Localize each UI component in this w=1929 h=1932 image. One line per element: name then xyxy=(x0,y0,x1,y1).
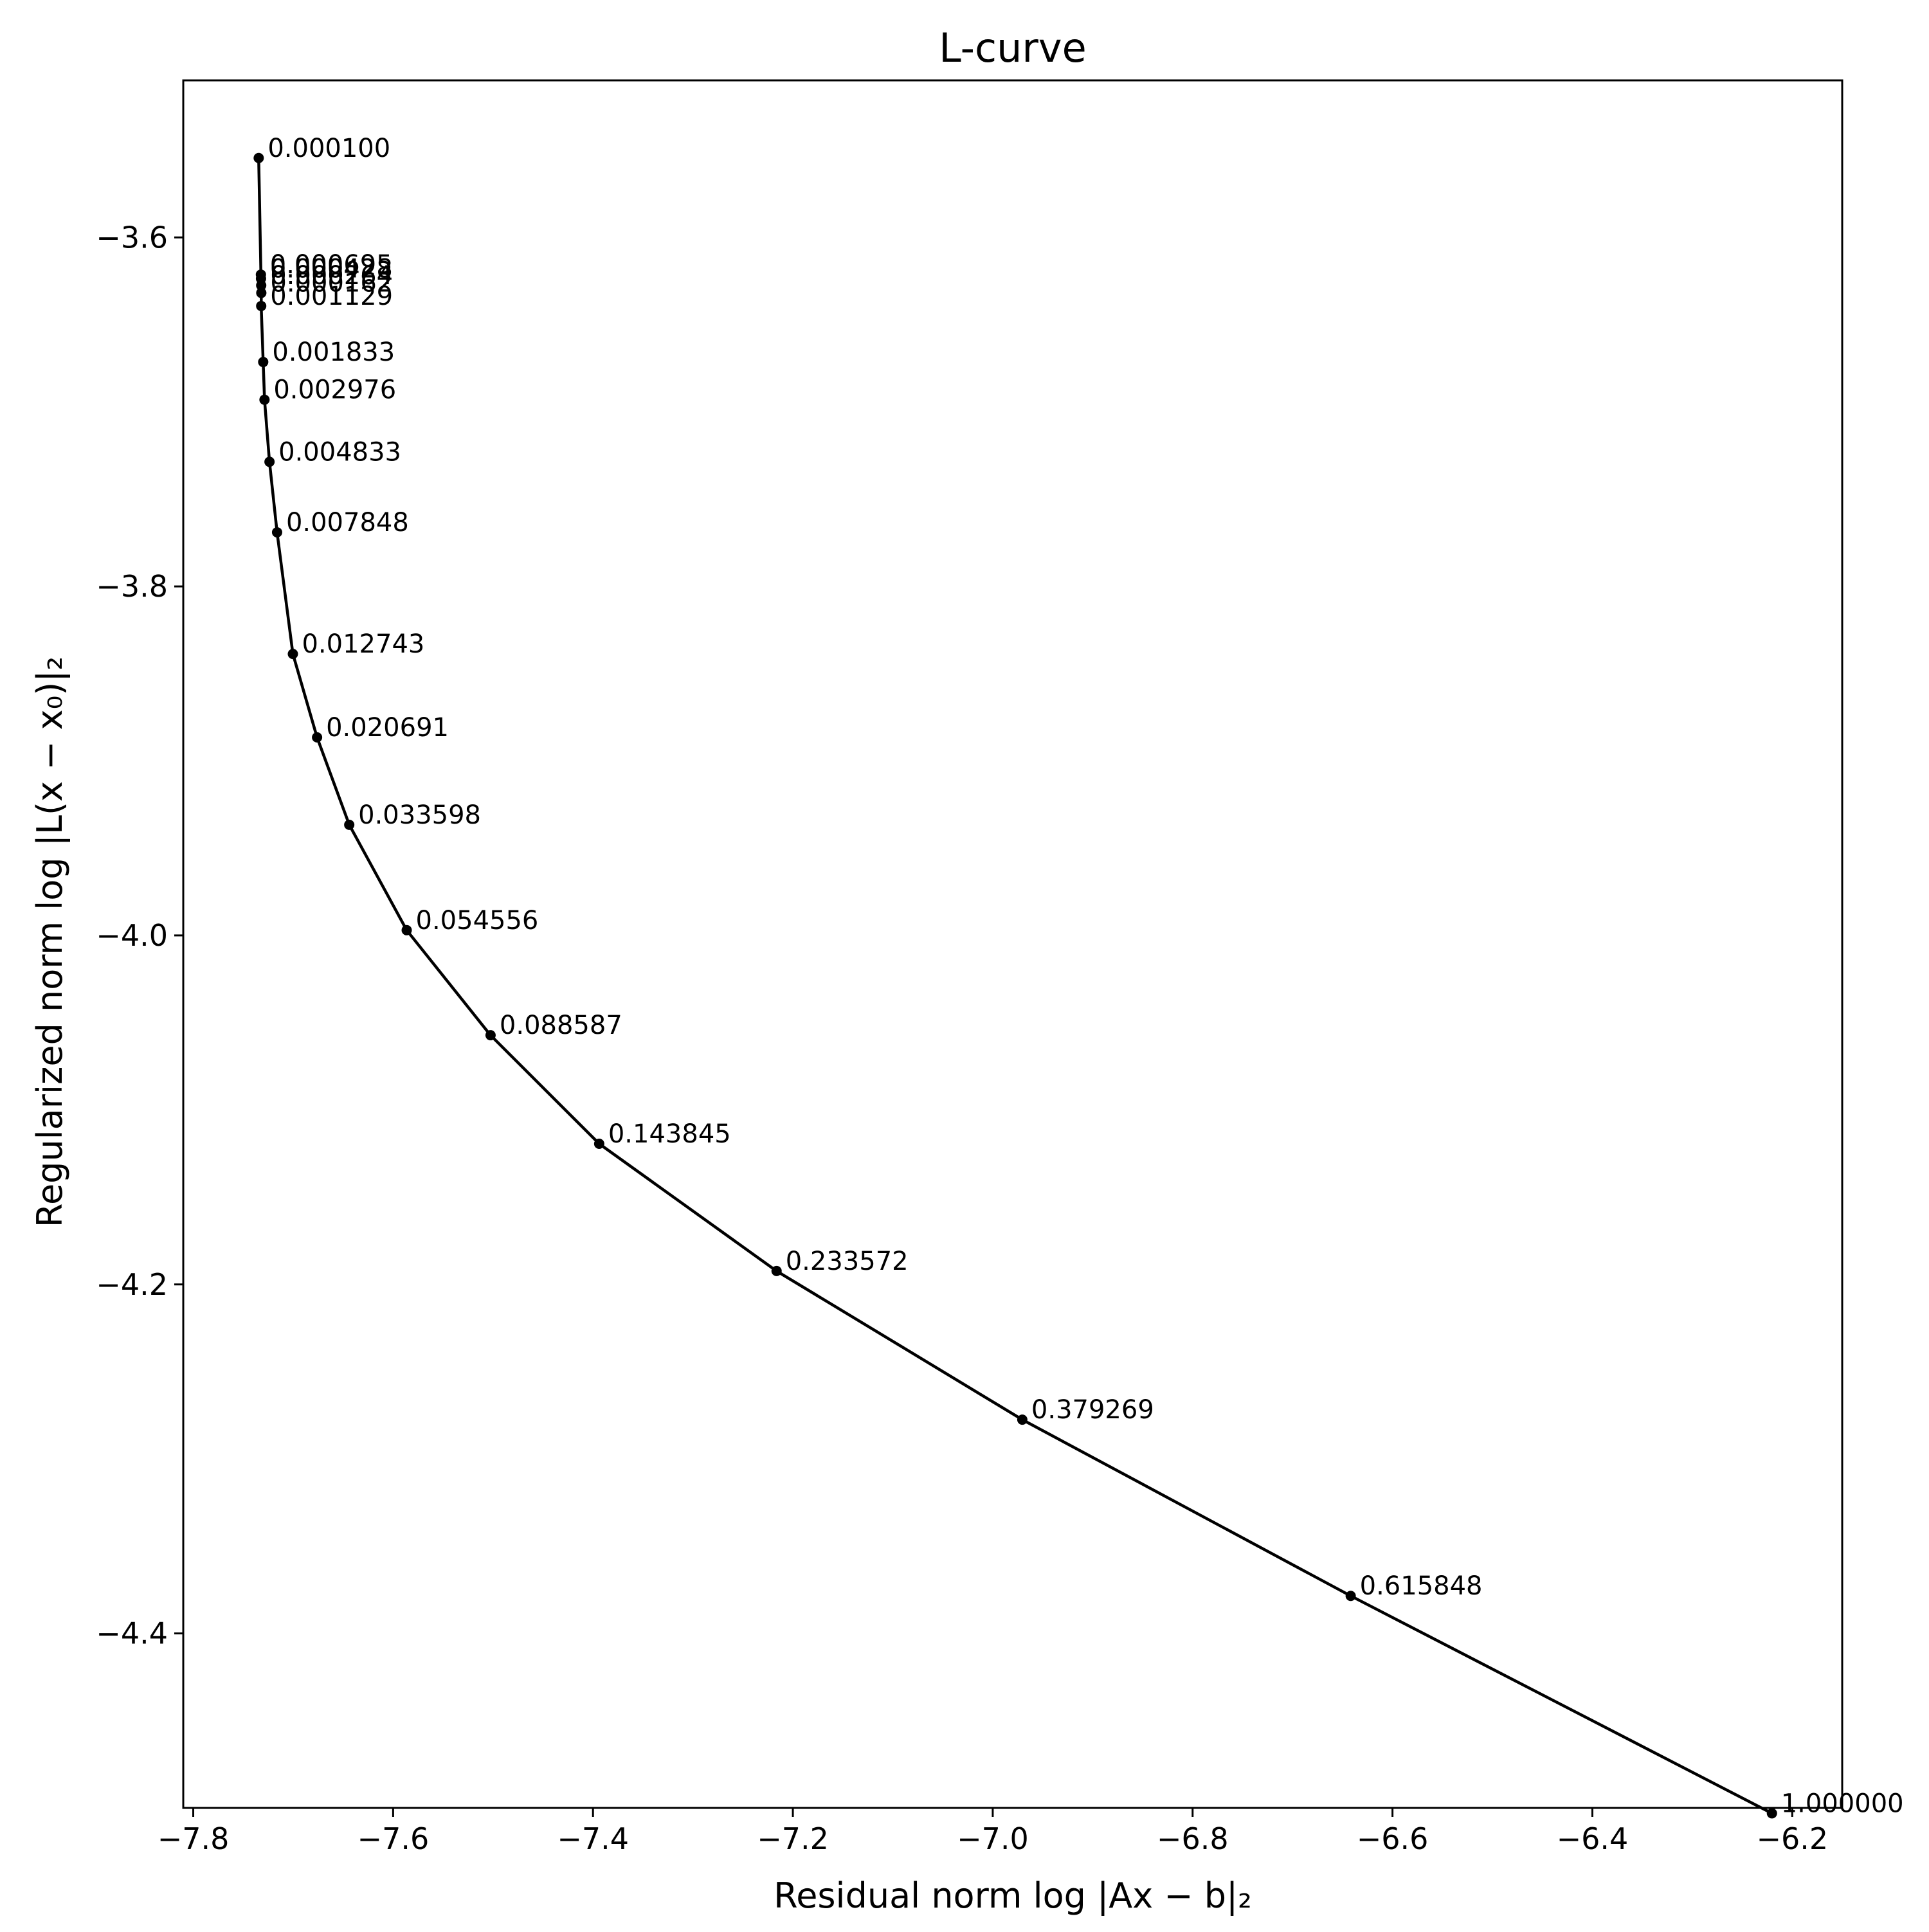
data-point xyxy=(256,280,267,291)
x-tick-label: −7.8 xyxy=(158,1821,230,1856)
data-point-label: 0.000100 xyxy=(267,134,390,163)
data-point-label: 0.000162 xyxy=(270,269,393,298)
data-point-label: 0.000428 xyxy=(270,254,393,284)
data-point-label: 0.054556 xyxy=(416,906,539,935)
data-point-label: 0.001833 xyxy=(272,338,395,367)
data-point xyxy=(256,287,267,298)
data-point xyxy=(287,649,298,660)
y-tick-label: −3.6 xyxy=(96,220,168,255)
x-tick-label: −7.2 xyxy=(757,1821,829,1856)
data-point xyxy=(1766,1808,1777,1819)
x-tick-label: −7.4 xyxy=(557,1821,629,1856)
data-point-label: 1.000000 xyxy=(1781,1789,1904,1818)
x-tick-label: −7.6 xyxy=(358,1821,430,1856)
data-point xyxy=(1017,1414,1028,1425)
x-tick-label: −7.0 xyxy=(957,1821,1029,1856)
x-tick-label: −6.4 xyxy=(1557,1821,1629,1856)
x-tick-label: −6.2 xyxy=(1756,1821,1828,1856)
data-point-label: 0.002976 xyxy=(273,375,396,405)
x-axis-label: Residual norm log |Ax − b|₂ xyxy=(774,1875,1252,1916)
data-point-label: 0.020691 xyxy=(326,713,449,743)
data-point xyxy=(1345,1591,1356,1602)
data-point xyxy=(401,925,412,935)
y-tick-label: −4.4 xyxy=(96,1616,168,1651)
data-point-label: 0.004833 xyxy=(278,437,401,467)
data-point-label: 0.033598 xyxy=(358,800,481,830)
data-point xyxy=(256,300,267,311)
x-tick-label: −6.8 xyxy=(1157,1821,1229,1856)
y-axis-label: Regularized norm log |L(x − x₀)|₂ xyxy=(30,656,70,1227)
plot-area: 0.000100 0.0006950.0004280.0002640.000162… xyxy=(182,79,1904,1819)
data-point-label: 0.012743 xyxy=(302,629,424,659)
data-point-label: 0.615848 xyxy=(1360,1571,1483,1601)
y-tick-label: −3.8 xyxy=(96,569,168,604)
data-point-label: 0.000695 xyxy=(270,250,393,280)
plot-frame xyxy=(182,79,1843,1809)
data-point-label: 0.143845 xyxy=(608,1119,731,1149)
data-point xyxy=(485,1030,496,1041)
y-tick-label: −4.0 xyxy=(96,918,168,953)
data-point-label: 0.000264 xyxy=(270,261,393,291)
x-axis: −7.8 −7.6 −7.4 −7.2 −7.0 −6.8 −6.6 −6.4 −6.2 xyxy=(158,1808,1828,1856)
data-point xyxy=(259,394,270,405)
data-point-label: 0.001129 xyxy=(270,282,393,311)
data-point xyxy=(771,1265,782,1276)
data-point xyxy=(264,456,275,467)
data-point xyxy=(271,527,282,537)
data-point xyxy=(344,819,355,830)
x-tick-label: −6.6 xyxy=(1357,1821,1429,1856)
data-point-label: 0.379269 xyxy=(1031,1395,1154,1425)
data-point xyxy=(253,152,264,163)
l-curve-line xyxy=(257,158,1773,1815)
data-point-label: 0.233572 xyxy=(786,1247,909,1276)
data-point-label: 0.007848 xyxy=(286,508,409,537)
chart-title: L-curve xyxy=(939,24,1087,71)
data-point xyxy=(593,1138,604,1149)
data-point-label: 0.088587 xyxy=(500,1011,622,1040)
y-axis: −3.6 −3.8 −4.0 −4.2 −4.4 xyxy=(96,220,183,1651)
y-tick-label: −4.2 xyxy=(96,1267,168,1302)
data-point xyxy=(258,357,269,368)
data-point xyxy=(312,732,323,743)
